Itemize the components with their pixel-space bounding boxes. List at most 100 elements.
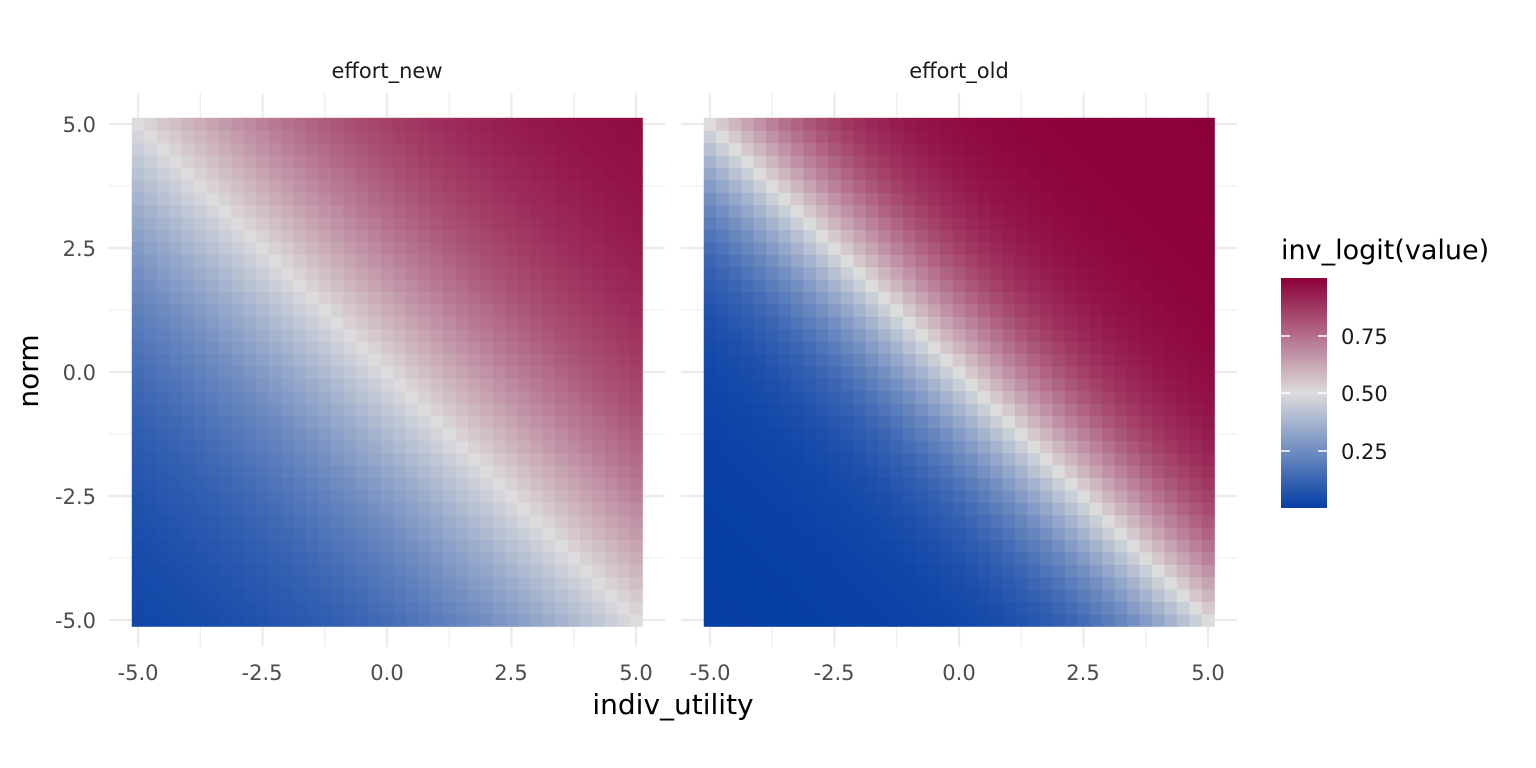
heatmap-tile — [405, 204, 419, 218]
heatmap-tile — [716, 179, 730, 193]
heatmap-tile — [940, 241, 954, 255]
heatmap-tile — [181, 427, 195, 441]
heatmap-tile — [853, 564, 867, 578]
heatmap-tile — [728, 489, 742, 503]
heatmap-tile — [306, 427, 320, 441]
heatmap-tile — [878, 254, 892, 268]
heatmap-tile — [555, 465, 569, 478]
heatmap-tile — [206, 254, 220, 268]
heatmap-tile — [368, 217, 382, 230]
heatmap-tile — [1201, 390, 1215, 404]
heatmap-tile — [1164, 192, 1178, 206]
heatmap-tile — [306, 353, 320, 367]
heatmap-tile — [243, 204, 257, 218]
heatmap-tile — [355, 477, 369, 491]
heatmap-tile — [1127, 477, 1141, 491]
heatmap-tile — [480, 353, 494, 367]
heatmap-tile — [1176, 204, 1190, 218]
heatmap-tile — [977, 179, 991, 193]
heatmap-tile — [1089, 279, 1103, 292]
heatmap-tile — [555, 117, 569, 131]
heatmap-tile — [741, 576, 755, 590]
heatmap-tile — [330, 303, 345, 317]
x-tick-label: -5.0 — [118, 661, 159, 685]
heatmap-tile — [1102, 365, 1116, 379]
heatmap-tile — [156, 229, 170, 243]
heatmap-tile — [1151, 279, 1166, 292]
heatmap-tile — [592, 539, 606, 553]
heatmap-tile — [890, 514, 904, 528]
heatmap-tile — [803, 502, 817, 516]
heatmap-tile — [306, 328, 320, 342]
heatmap-tile — [318, 254, 332, 268]
heatmap-tile — [1002, 440, 1016, 454]
heatmap-tile — [629, 142, 643, 156]
heatmap-tile — [803, 477, 817, 491]
heatmap-tile — [1064, 303, 1078, 317]
heatmap-tile — [181, 365, 195, 379]
heatmap-tile — [1139, 279, 1153, 292]
heatmap-tile — [517, 279, 531, 292]
heatmap-tile — [1127, 316, 1141, 330]
heatmap-tile — [940, 576, 954, 590]
heatmap-tile — [330, 440, 345, 454]
heatmap-tile — [703, 167, 717, 181]
heatmap-tile — [890, 341, 904, 354]
heatmap-tile — [542, 179, 556, 193]
heatmap-tile — [1127, 155, 1141, 168]
heatmap-tile — [1002, 204, 1016, 218]
heatmap-tile — [1201, 589, 1215, 602]
heatmap-tile — [1127, 179, 1141, 193]
heatmap-tile — [579, 316, 594, 330]
heatmap-tile — [430, 291, 444, 305]
heatmap-tile — [1052, 613, 1066, 627]
heatmap-tile — [741, 427, 755, 441]
heatmap-tile — [890, 316, 904, 330]
heatmap-tile — [530, 266, 544, 280]
heatmap-tile — [443, 527, 457, 540]
heatmap-tile — [1089, 489, 1103, 503]
heatmap-tile — [915, 601, 929, 615]
heatmap-tile — [592, 167, 606, 181]
heatmap-tile — [716, 142, 730, 156]
heatmap-tile — [790, 192, 804, 206]
heatmap-tile — [1002, 155, 1016, 168]
heatmap-tile — [318, 303, 332, 317]
heatmap-tile — [1151, 440, 1166, 454]
heatmap-tile — [1039, 341, 1053, 354]
heatmap-tile — [1114, 465, 1128, 478]
heatmap-tile — [343, 589, 357, 602]
heatmap-tile — [380, 328, 394, 342]
heatmap-tile — [1077, 539, 1091, 553]
heatmap-tile — [555, 167, 569, 181]
heatmap-tile — [741, 130, 755, 144]
heatmap-tile — [243, 477, 257, 491]
heatmap-tile — [567, 489, 581, 503]
heatmap-tile — [231, 440, 245, 454]
heatmap-tile — [1176, 341, 1190, 354]
heatmap-tile — [455, 217, 469, 230]
heatmap-tile — [480, 378, 494, 392]
heatmap-tile — [1127, 117, 1141, 131]
heatmap-tile — [243, 514, 257, 528]
heatmap-tile — [890, 465, 904, 478]
heatmap-tile — [131, 539, 145, 553]
heatmap-tile — [617, 378, 631, 392]
heatmap-tile — [741, 514, 755, 528]
heatmap-tile — [1201, 440, 1215, 454]
heatmap-tile — [530, 167, 544, 181]
heatmap-tile — [952, 589, 966, 602]
heatmap-tile — [1039, 502, 1053, 516]
heatmap-tile — [1002, 564, 1016, 578]
heatmap-tile — [169, 601, 183, 615]
heatmap-tile — [592, 291, 606, 305]
heatmap-tile — [604, 117, 618, 131]
heatmap-tile — [878, 204, 892, 218]
heatmap-tile — [330, 390, 345, 404]
heatmap-tile — [766, 489, 780, 503]
heatmap-tile — [1027, 378, 1041, 392]
heatmap-tile — [380, 303, 394, 317]
heatmap-tile — [828, 155, 842, 168]
heatmap-tile — [281, 440, 295, 454]
heatmap-tile — [467, 378, 481, 392]
